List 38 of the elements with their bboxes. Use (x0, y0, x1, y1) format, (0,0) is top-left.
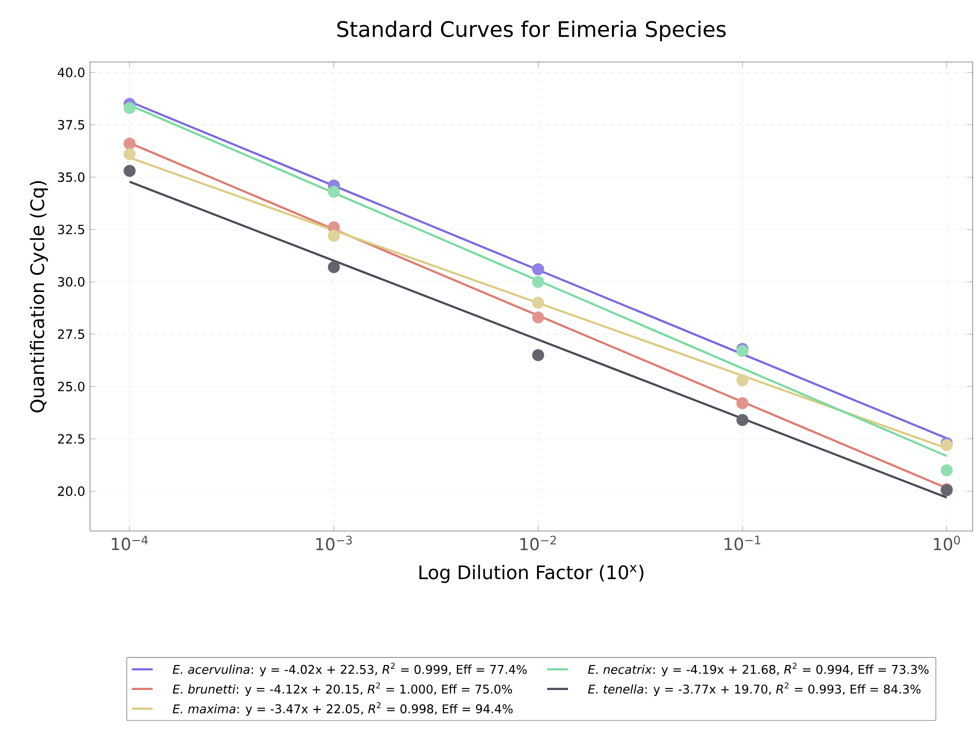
point (532, 349, 544, 362)
y-tick-label: 37.5 (58, 120, 84, 130)
legend-label: E. tenella: y = -3.77x + 19.70, R$^{2}$ = 0.993, Eff = 84.3% (588, 682, 921, 696)
point (124, 148, 136, 160)
y-tick-label: 35.0 (58, 172, 84, 182)
x-tick-label: 10$^{−4}$ (112, 536, 148, 550)
y-tick-label: 20.0 (58, 486, 84, 496)
x-tick-label: 10$^{−3}$ (316, 536, 352, 550)
y-axis-title: Quantification Cycle (Cq) (30, 181, 48, 412)
y-tick-label: 30.0 (58, 277, 84, 287)
y-tick-label: 32.5 (58, 224, 84, 234)
y-tick-label: 40.0 (58, 68, 84, 78)
x-tick-label: 10$^{−1}$ (724, 536, 760, 550)
x-axis-title: Log Dilution Factor (10$^{x}$) (420, 564, 644, 583)
chart-title: Standard Curves for Eimeria Species (337, 20, 726, 42)
point (124, 138, 136, 150)
point (532, 263, 544, 276)
x-tick-label: 10$^{−2}$ (520, 536, 556, 550)
point (736, 397, 748, 410)
y-tick-label: 25.0 (58, 382, 84, 392)
legend-label: E. necatrix: y = -4.19x + 21.68, R$^{2}$ = 0.994, Eff = 73.3% (588, 662, 929, 676)
point (532, 296, 544, 309)
point (124, 164, 136, 177)
point (328, 186, 340, 198)
legend-label: E. maxima: y = -3.47x + 22.05, R$^{2}$ = 0.998, Eff = 94.4% (172, 702, 513, 716)
legend-label: E. acervulina: y = -4.02x + 22.53, R$^{2}$ = 0.999, Eff = 77.4% (172, 662, 527, 676)
y-tick-label: 27.5 (58, 329, 84, 339)
point (328, 230, 340, 242)
y-tick-label: 22.5 (58, 434, 84, 444)
point (736, 414, 748, 426)
point (736, 374, 748, 386)
point (532, 276, 544, 288)
point (940, 464, 953, 476)
point (124, 102, 136, 114)
legend-label: E. brunetti: y = -4.12x + 20.15, R$^{2}$ = 1.000, Eff = 75.0% (172, 682, 512, 696)
x-tick-label: 10$^{0}$ (934, 536, 960, 550)
point (532, 311, 544, 324)
point (328, 261, 340, 274)
